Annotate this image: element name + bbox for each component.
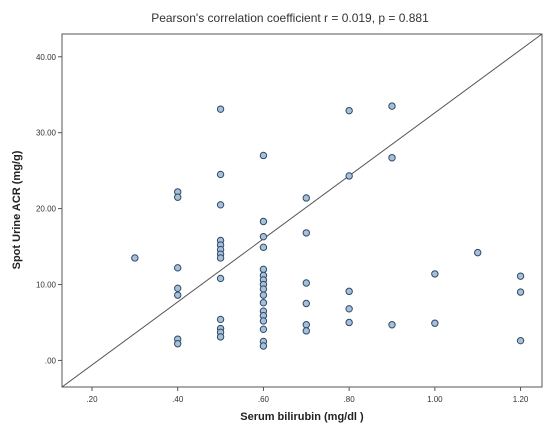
x-axis-label: Serum bilirubin (mg/dl )	[240, 411, 364, 423]
x-tick-label: .20	[86, 395, 98, 404]
data-point	[259, 151, 268, 160]
x-tick-label: .80	[344, 395, 356, 404]
data-points	[131, 102, 525, 350]
reference-line	[61, 33, 543, 388]
data-point	[302, 321, 310, 329]
data-point	[174, 193, 182, 201]
data-point	[474, 248, 482, 257]
data-point	[431, 319, 439, 327]
reference-line-group	[61, 33, 543, 388]
data-point	[302, 194, 310, 202]
x-tick-label: 1.20	[513, 395, 529, 404]
data-point	[216, 254, 225, 262]
data-point	[431, 270, 439, 278]
data-point	[388, 321, 396, 329]
data-point	[259, 232, 268, 241]
data-point	[216, 333, 225, 341]
y-axis-label: Spot Urine ACR (mg/g)	[11, 150, 23, 269]
axis-ticks: .20 .40 .60 .80 1.00 1.20 .00 10.00 20.00 30.00 40…	[36, 53, 529, 404]
data-point	[131, 254, 139, 262]
y-tick-label: 10.00	[36, 281, 57, 290]
data-point	[302, 229, 310, 237]
data-point	[516, 336, 525, 345]
plot-frame	[61, 33, 543, 388]
data-point	[302, 327, 310, 335]
data-point	[174, 264, 182, 272]
data-point	[174, 291, 182, 299]
data-point	[259, 285, 268, 293]
data-point	[345, 287, 353, 296]
x-tick-label: .40	[172, 395, 184, 404]
data-point	[216, 201, 225, 209]
y-tick-label: .00	[45, 356, 57, 365]
y-tick-label: 30.00	[36, 129, 57, 138]
data-point	[345, 318, 353, 327]
data-point	[259, 243, 268, 252]
data-point	[216, 170, 225, 179]
data-point	[388, 102, 396, 110]
data-point	[216, 315, 225, 324]
data-point	[345, 172, 353, 180]
data-point	[259, 342, 268, 350]
data-point	[174, 284, 182, 293]
data-point	[302, 299, 310, 308]
chart-title: Pearson's correlation coefficient r = 0.…	[151, 11, 429, 25]
x-tick-label: .60	[258, 395, 270, 404]
data-point	[345, 106, 353, 115]
y-tick-label: 40.00	[36, 53, 57, 62]
data-point	[345, 305, 353, 313]
x-tick-label: 1.00	[427, 395, 443, 404]
data-point	[259, 265, 268, 274]
y-tick-label: 20.00	[36, 205, 57, 214]
data-point	[216, 105, 225, 113]
data-point	[259, 291, 268, 299]
data-point	[259, 317, 268, 325]
data-point	[259, 299, 268, 307]
data-point	[259, 217, 268, 226]
data-point	[174, 340, 182, 348]
data-point	[388, 154, 396, 162]
data-point	[302, 279, 310, 287]
data-point	[516, 272, 525, 280]
data-point	[216, 274, 225, 283]
data-point	[259, 325, 268, 334]
data-point	[516, 288, 525, 296]
